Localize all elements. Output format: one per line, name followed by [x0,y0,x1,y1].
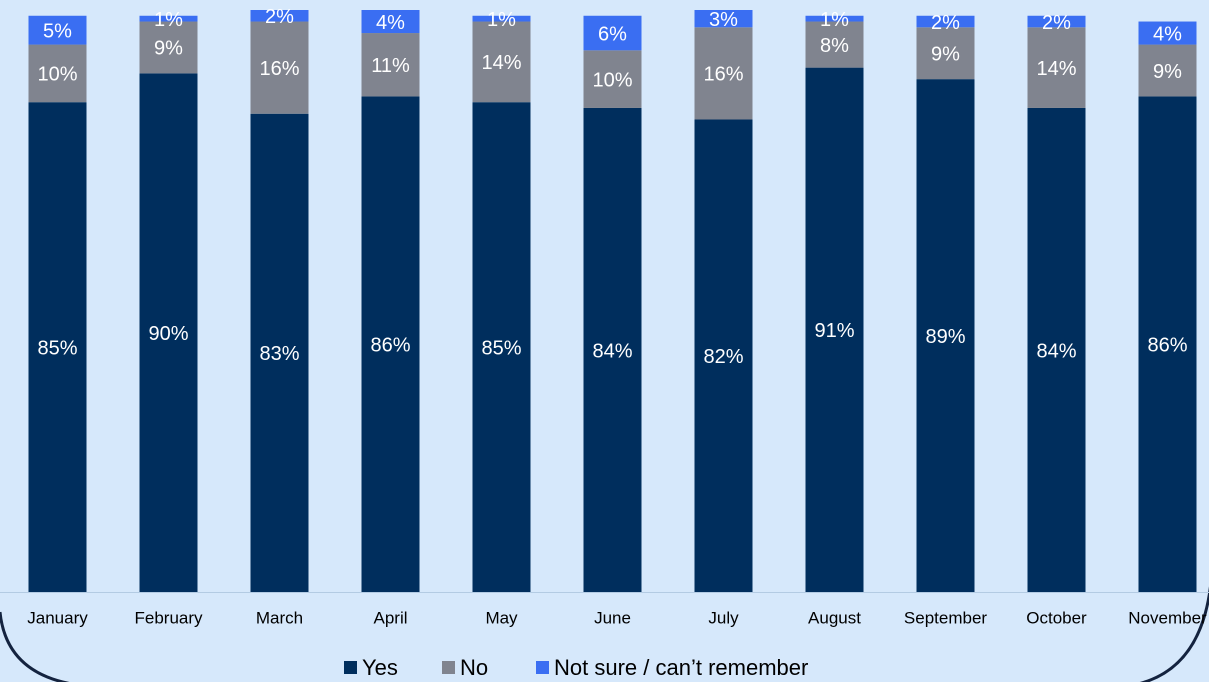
value-label: 6% [598,23,627,45]
value-label: 10% [37,64,77,86]
value-label: 5% [43,20,72,42]
legend-label: Not sure / can’t remember [554,655,808,680]
legend-label: No [460,655,488,680]
legend-label: Yes [362,655,398,680]
bar-segment [28,44,87,103]
value-label: 91% [814,320,854,342]
x-tick-label: March [256,608,303,627]
bar-segment [250,21,309,114]
value-label: 89% [925,326,965,348]
x-tick-label: January [27,608,88,627]
value-label: 86% [1147,334,1187,356]
bar-segment [583,107,642,593]
bar-segment [916,15,975,28]
x-tick-label: August [808,608,861,627]
value-label: 9% [931,43,960,65]
value-label: 90% [148,323,188,345]
frame-curve-right [1139,585,1209,682]
bar-segment [139,21,198,74]
bar-segment [916,27,975,80]
bar-segment [583,50,642,108]
value-label: 2% [1042,12,1071,34]
x-tick-label: October [1026,608,1087,627]
bar-segment [916,79,975,593]
bar-segment [694,10,753,28]
bar-segment [1138,21,1197,45]
value-label: 3% [709,9,738,31]
x-tick-label: November [1128,608,1207,627]
value-label: 86% [370,334,410,356]
bar-segment [28,15,87,45]
legend-swatch [536,661,549,674]
value-label: 2% [265,6,294,28]
bar-segment [805,21,864,68]
value-label: 1% [154,9,183,31]
bar-segment [805,15,864,22]
value-label: 16% [703,64,743,86]
value-label: 2% [931,12,960,34]
value-label: 4% [376,12,405,34]
bar-segment [361,33,420,97]
value-label: 83% [259,343,299,365]
value-label: 11% [371,55,410,77]
bar-segment [139,73,198,593]
bar-segment [472,21,531,103]
bar-segment [250,113,309,592]
x-tick-label: July [708,608,739,627]
bar-segment [694,119,753,593]
frame-curve-left [0,611,70,682]
bar-segment [472,102,531,592]
x-tick-label: June [594,608,631,627]
bar-segment [583,15,642,51]
bar-segment [1138,44,1197,97]
bar-segment [694,27,753,120]
value-label: 14% [481,52,521,74]
bar-segment [1027,27,1086,108]
value-label: 1% [487,9,516,31]
legend-swatch [442,661,455,674]
value-label: 4% [1153,23,1182,45]
bar-segment [250,10,309,22]
value-label: 85% [481,337,521,359]
bar-segment [1027,107,1086,593]
x-tick-label: May [485,608,518,627]
value-label: 1% [820,9,849,31]
value-label: 9% [154,38,183,60]
value-label: 16% [259,58,299,80]
x-tick-label: September [904,608,987,627]
bar-segment [472,15,531,22]
bar-segment [28,102,87,592]
x-tick-label: April [373,608,407,627]
value-label: 82% [703,346,743,368]
x-tick-label: February [134,608,203,627]
legend-swatch [344,661,357,674]
value-label: 14% [1036,58,1076,80]
value-label: 8% [820,35,849,57]
value-label: 84% [592,340,632,362]
bar-segment [1027,15,1086,28]
value-label: 85% [37,337,77,359]
value-label: 84% [1036,340,1076,362]
bar-segment [361,10,420,34]
bar-segment [361,96,420,593]
bar-segment [139,15,198,22]
value-label: 9% [1153,61,1182,83]
bar-segment [1138,96,1197,593]
bar-segment [805,67,864,592]
value-label: 10% [592,69,632,91]
